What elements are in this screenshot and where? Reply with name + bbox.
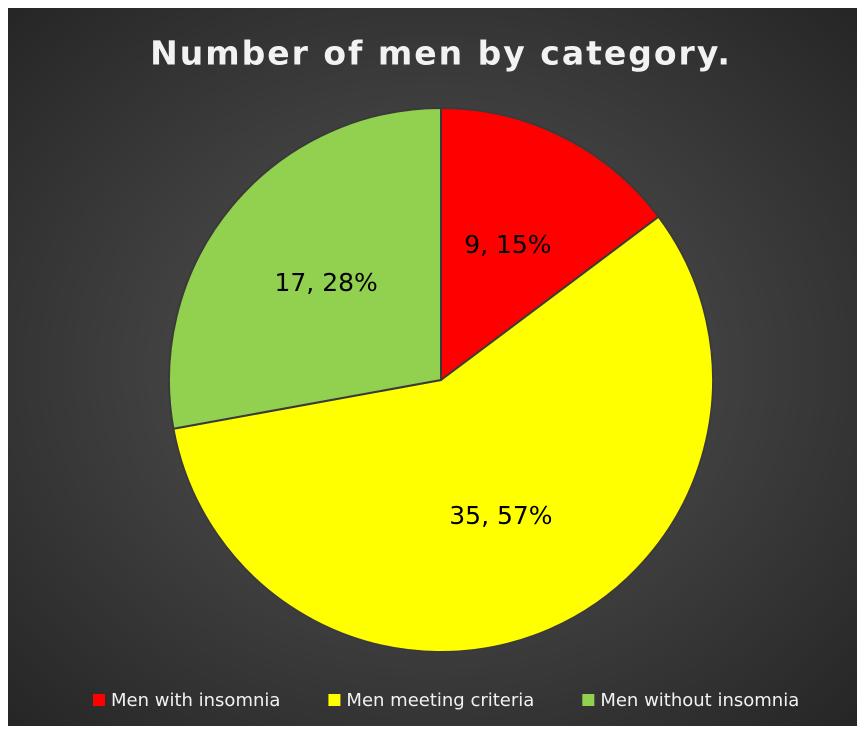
pie: 9, 15% 35, 57% 17, 28% (168, 106, 714, 653)
legend-swatch (582, 694, 595, 706)
pie-slice (168, 106, 442, 430)
legend-swatch (328, 694, 341, 706)
legend-label: Men meeting criteria (346, 690, 534, 711)
data-label: 35, 57% (449, 501, 552, 530)
data-label: 17, 28% (274, 268, 377, 297)
chart-title: Number of men by category. (150, 34, 732, 73)
legend: Men with insomnia Men meeting criteria Men… (93, 690, 799, 711)
legend-label: Men without insomnia (600, 690, 799, 711)
pie-slice (172, 215, 714, 653)
data-label: 9, 15% (464, 230, 551, 259)
pie-slice (440, 106, 660, 383)
legend-swatch (93, 694, 105, 706)
legend-label: Men with insomnia (111, 690, 280, 711)
